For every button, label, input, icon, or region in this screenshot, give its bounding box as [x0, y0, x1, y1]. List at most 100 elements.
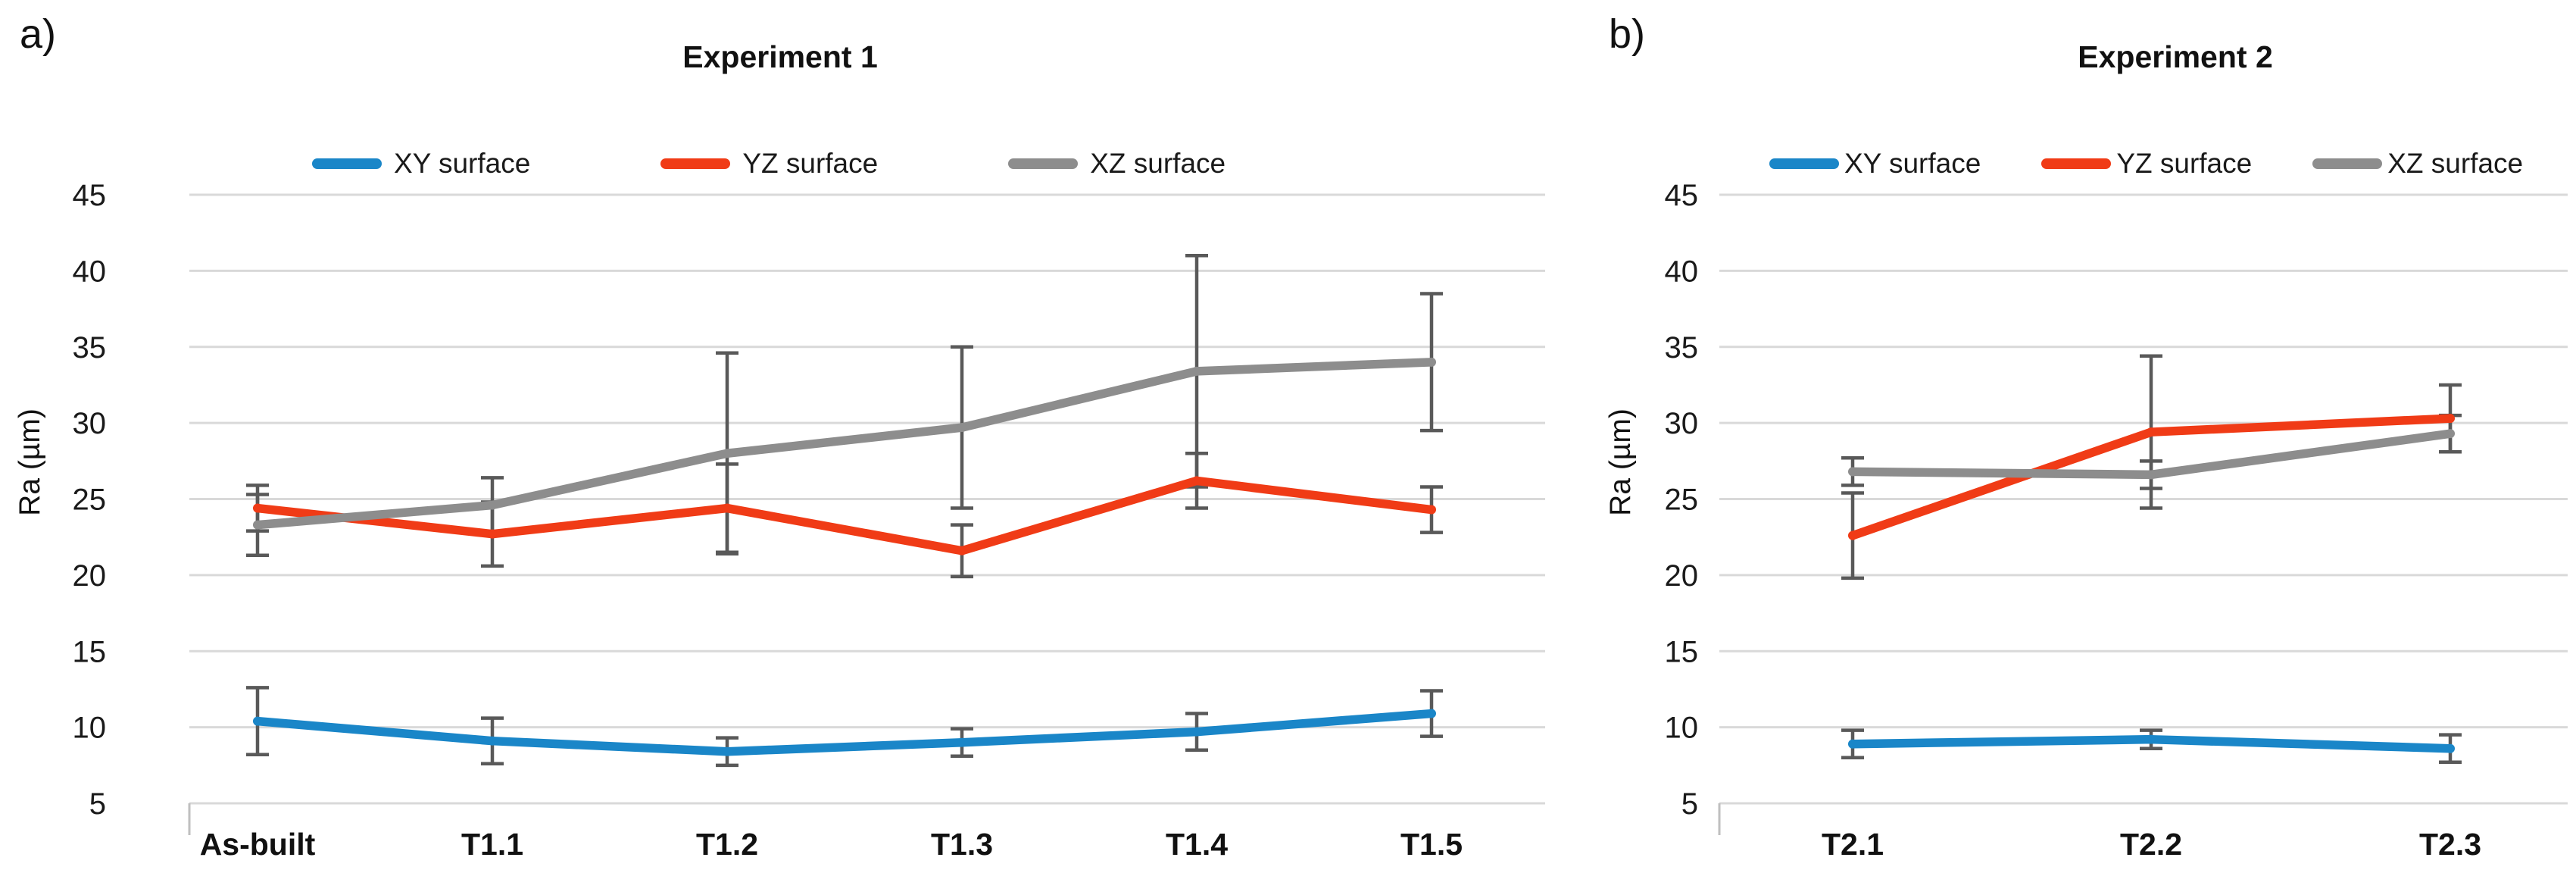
panel-a-label: a)	[20, 11, 57, 57]
series-line-xz-surface	[1848, 429, 2455, 480]
x-category-label-as-built: As-built	[200, 827, 316, 862]
data-point-xy-surface-t2-3	[2446, 743, 2455, 753]
error-bar-xy-surface-t1-2	[716, 736, 738, 768]
error-bar-yz-surface-t2-2	[2140, 354, 2162, 510]
legend-swatch-yz-surface	[660, 158, 731, 169]
y-tick-label-25: 25	[1665, 483, 1699, 517]
data-point-xz-surface-t1-2	[723, 449, 732, 458]
data-point-yz-surface-t1-2	[723, 503, 732, 513]
data-point-xz-surface-t1-1	[488, 500, 497, 510]
x-category-label-t2-1: T2.1	[1822, 827, 1884, 862]
series-line-xz-surface	[253, 358, 1436, 530]
error-bar-yz-surface-t2-3	[2439, 383, 2462, 454]
legend-swatch-xy-surface	[1769, 158, 1839, 169]
y-tick-label-20: 20	[1665, 559, 1699, 593]
error-bar-xz-surface-t2-2	[2140, 459, 2162, 490]
error-bar-xy-surface-t2-1	[1841, 728, 1864, 760]
error-bar-xz-surface-as-built	[246, 493, 269, 558]
x-category-label-t1-2: T1.2	[696, 827, 758, 862]
error-bar-yz-surface-t2-1	[1841, 491, 1864, 580]
error-bar-xz-surface-t1-3	[951, 345, 973, 510]
chart-a-legend: XY surface YZ surface XZ surface	[312, 147, 1226, 180]
error-bar-yz-surface-t1-5	[1420, 485, 1443, 534]
legend-item-yz-surface: YZ surface	[2041, 148, 2252, 180]
data-point-xy-surface-t1-2	[723, 746, 732, 756]
data-point-xy-surface-t2-2	[2147, 734, 2156, 744]
y-tick-label-15: 15	[73, 635, 107, 668]
data-point-xy-surface-t1-3	[957, 737, 966, 747]
data-point-xy-surface-as-built	[253, 716, 262, 726]
error-bar-xz-surface-t2-3	[2439, 413, 2462, 454]
chart-a-title: Experiment 1	[682, 39, 878, 74]
x-category-label-t2-3: T2.3	[2419, 827, 2481, 862]
y-tick-label-30: 30	[1665, 407, 1699, 440]
data-point-xy-surface-t2-1	[1848, 739, 1857, 749]
legend-label-xz-surface: XZ surface	[2387, 148, 2524, 179]
legend-item-xz-surface: XZ surface	[2312, 148, 2523, 180]
error-bar-yz-surface-t1-4	[1185, 452, 1208, 510]
series-line-yz-surface	[1848, 414, 2455, 540]
data-point-xz-surface-t2-3	[2446, 429, 2455, 439]
data-point-yz-surface-t1-1	[488, 529, 497, 539]
legend-swatch-xy-surface	[312, 158, 382, 169]
y-tick-label-15: 15	[1665, 635, 1699, 668]
data-point-xz-surface-t2-2	[2147, 470, 2156, 480]
legend-swatch-xz-surface	[1008, 158, 1079, 169]
legend-label-xy-surface: XY surface	[1844, 148, 1981, 179]
legend-label-xz-surface: XZ surface	[1090, 148, 1226, 179]
panel-b-label: b)	[1609, 11, 1646, 57]
error-bar-yz-surface-t1-3	[951, 523, 973, 579]
data-point-yz-surface-t2-3	[2446, 414, 2455, 424]
y-tick-label-5: 5	[89, 787, 106, 821]
y-tick-label-10: 10	[1665, 712, 1699, 745]
data-point-yz-surface-t1-5	[1427, 505, 1436, 515]
error-bar-xz-surface-t1-4	[1185, 254, 1208, 489]
chart-b-y-axis-title: Ra (µm)	[1604, 408, 1637, 516]
chart-b-title: Experiment 2	[2078, 39, 2273, 74]
error-bar-xy-surface-t1-3	[951, 727, 973, 759]
x-category-label-t1-3: T1.3	[931, 827, 993, 862]
legend-item-xz-surface: XZ surface	[1008, 148, 1226, 180]
data-point-yz-surface-t1-4	[1192, 476, 1201, 486]
legend-item-xy-surface: XY surface	[1769, 148, 1981, 180]
chart-b-plot-area: 45 40 35 30 25 20 15 10 5 T2.1 T2.2 T2.3	[1665, 179, 2568, 862]
error-bar-xy-surface-t1-1	[481, 716, 504, 766]
y-tick-label-35: 35	[1665, 331, 1699, 365]
error-bar-xy-surface-t1-5	[1420, 689, 1443, 738]
data-point-yz-surface-as-built	[253, 503, 262, 513]
x-category-label-t2-2: T2.2	[2120, 827, 2182, 862]
data-point-xy-surface-t1-5	[1427, 709, 1436, 718]
legend-swatch-xz-surface	[2312, 158, 2383, 169]
chart-b-legend: XY surface YZ surface XZ surface	[1769, 147, 2523, 180]
y-tick-label-40: 40	[1665, 255, 1699, 288]
series-line-xy-surface	[1848, 734, 2455, 753]
data-point-xz-surface-t1-4	[1192, 366, 1201, 376]
data-point-yz-surface-t2-2	[2147, 427, 2156, 437]
data-point-yz-surface-t2-1	[1848, 530, 1857, 540]
series-line-xy-surface	[253, 709, 1436, 756]
data-point-xz-surface-t1-5	[1427, 357, 1436, 367]
data-point-yz-surface-t1-3	[957, 546, 966, 555]
data-point-xz-surface-t1-3	[957, 423, 966, 433]
error-bar-yz-surface-t1-1	[481, 500, 504, 568]
data-point-xy-surface-t1-4	[1192, 727, 1201, 737]
data-point-xy-surface-t1-1	[488, 736, 497, 746]
error-bar-xz-surface-t1-2	[716, 351, 738, 556]
y-tick-label-35: 35	[73, 331, 107, 365]
error-bar-yz-surface-t1-2	[716, 462, 738, 555]
y-tick-label-20: 20	[73, 559, 107, 593]
legend-swatch-yz-surface	[2041, 158, 2112, 169]
error-bar-xy-surface-as-built	[246, 686, 269, 757]
error-bar-xy-surface-t2-2	[2140, 728, 2162, 750]
error-bar-xz-surface-t1-1	[481, 476, 504, 534]
legend-label-yz-surface: YZ surface	[2116, 148, 2253, 179]
y-tick-label-40: 40	[73, 255, 107, 288]
y-tick-label-30: 30	[73, 407, 107, 440]
y-tick-label-45: 45	[1665, 179, 1699, 212]
x-category-label-t1-5: T1.5	[1400, 827, 1463, 862]
error-bar-xy-surface-t2-3	[2439, 733, 2462, 765]
legend-item-xy-surface: XY surface	[312, 148, 530, 180]
